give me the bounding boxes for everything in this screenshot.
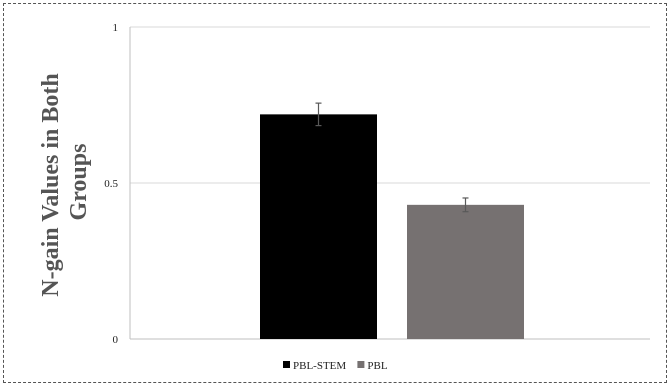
error-bars (315, 102, 469, 213)
y-tick-label: 1 (113, 22, 119, 34)
legend: PBL-STEM PBL (283, 360, 388, 372)
gridlines (130, 26, 650, 184)
axes (129, 27, 650, 340)
legend-label: PBL-STEM (293, 360, 346, 372)
y-tick-label: 0.5 (104, 178, 118, 190)
legend-swatch (357, 361, 365, 368)
legend-label: PBL (367, 360, 387, 372)
legend-swatch (283, 361, 290, 368)
y-axis-label: N-gain Values in Both Groups (38, 67, 92, 296)
bar-pbl-stem (260, 114, 377, 339)
bar-pbl (407, 204, 524, 339)
bars (260, 114, 524, 339)
y-tick-label: 0 (113, 334, 119, 346)
y-tick-labels: 00.51 (104, 22, 118, 346)
y-axis-label-line-1: N-gain Values in Both (38, 73, 64, 296)
y-axis-label-line-2: Groups (66, 144, 92, 221)
